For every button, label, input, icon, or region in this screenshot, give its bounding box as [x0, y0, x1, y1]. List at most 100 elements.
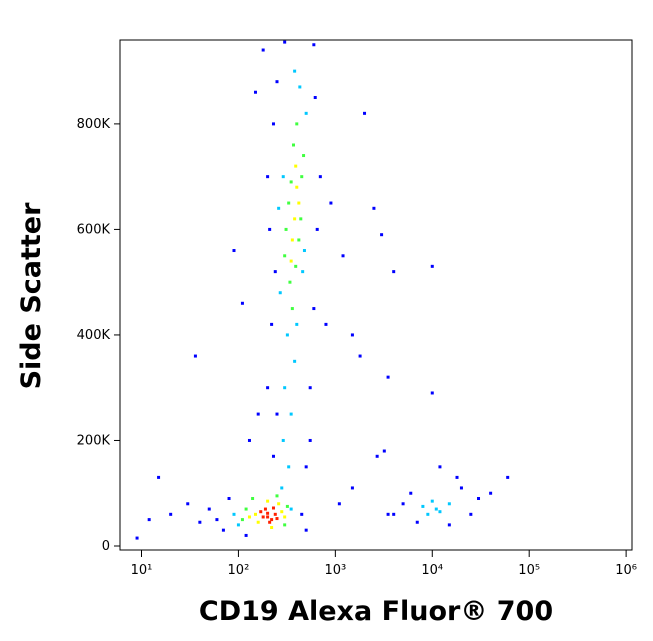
point [290, 307, 294, 311]
x-tick-label: 10⁶ [615, 563, 637, 578]
point [386, 375, 390, 379]
point [283, 515, 287, 519]
point [324, 322, 328, 326]
x-tick-label: 10² [228, 563, 250, 578]
point [251, 497, 255, 501]
point [300, 512, 304, 516]
point [350, 486, 354, 490]
point [270, 322, 274, 326]
point [506, 475, 510, 479]
point [266, 175, 270, 179]
point [295, 122, 299, 126]
y-tick-label: 600K [77, 222, 111, 237]
point [270, 518, 274, 522]
point [392, 512, 396, 516]
point [315, 227, 319, 231]
plot-frame [119, 39, 633, 551]
point [281, 438, 285, 442]
point [287, 465, 291, 469]
point [186, 502, 190, 506]
point [284, 227, 288, 231]
point [291, 143, 295, 147]
point [268, 227, 272, 231]
point [232, 512, 236, 516]
x-tick-label: 10⁴ [421, 563, 443, 578]
point [266, 511, 270, 515]
point [227, 497, 231, 501]
point [294, 164, 298, 168]
point [277, 206, 281, 210]
point [261, 515, 265, 519]
point [261, 48, 265, 52]
point [372, 206, 376, 210]
point [277, 502, 281, 506]
point [434, 507, 438, 511]
y-tick-label: 800K [77, 117, 111, 132]
point [477, 497, 481, 501]
point [268, 520, 272, 524]
point [375, 454, 379, 458]
point [297, 238, 301, 242]
y-tick-label: 200K [77, 433, 111, 448]
point [382, 449, 386, 453]
point [392, 270, 396, 274]
point [283, 254, 287, 258]
point [247, 438, 251, 442]
point [304, 465, 308, 469]
point [263, 507, 267, 511]
point [337, 502, 341, 506]
point [289, 180, 293, 184]
point [285, 333, 289, 337]
point [294, 264, 298, 268]
point [415, 520, 419, 524]
point [273, 512, 277, 516]
point [312, 307, 316, 311]
point [401, 502, 405, 506]
point [275, 494, 279, 498]
point [300, 175, 304, 179]
point [283, 523, 287, 527]
point [290, 238, 294, 242]
point [363, 111, 367, 115]
x-tick-label: 10¹ [131, 563, 153, 578]
point [236, 523, 240, 527]
x-tick-label: 10³ [324, 563, 346, 578]
point [430, 499, 434, 503]
point [256, 412, 260, 416]
point [302, 154, 306, 158]
point [438, 510, 442, 514]
point [380, 233, 384, 237]
point [302, 249, 306, 253]
x-tick-label: 10⁵ [518, 563, 540, 578]
point [283, 40, 287, 44]
point [341, 254, 345, 258]
point [430, 391, 434, 395]
point [266, 386, 270, 390]
point [253, 512, 257, 516]
point [289, 507, 293, 511]
point [247, 515, 251, 519]
point [459, 486, 463, 490]
point [298, 85, 302, 89]
point [271, 506, 275, 510]
point [312, 43, 316, 47]
point [301, 270, 305, 274]
point [293, 217, 297, 221]
x-axis-label: CD19 Alexa Fluor® 700 [199, 596, 553, 627]
point [447, 523, 451, 527]
point [193, 354, 197, 358]
point [147, 518, 151, 522]
point [207, 507, 211, 511]
point [288, 280, 292, 284]
point [308, 438, 312, 442]
point [244, 507, 248, 511]
point [489, 491, 493, 495]
point [221, 528, 225, 532]
point [215, 518, 219, 522]
y-tick-label: 0 [102, 539, 110, 554]
point [318, 175, 322, 179]
point [386, 512, 390, 516]
point [447, 502, 451, 506]
point [308, 386, 312, 390]
